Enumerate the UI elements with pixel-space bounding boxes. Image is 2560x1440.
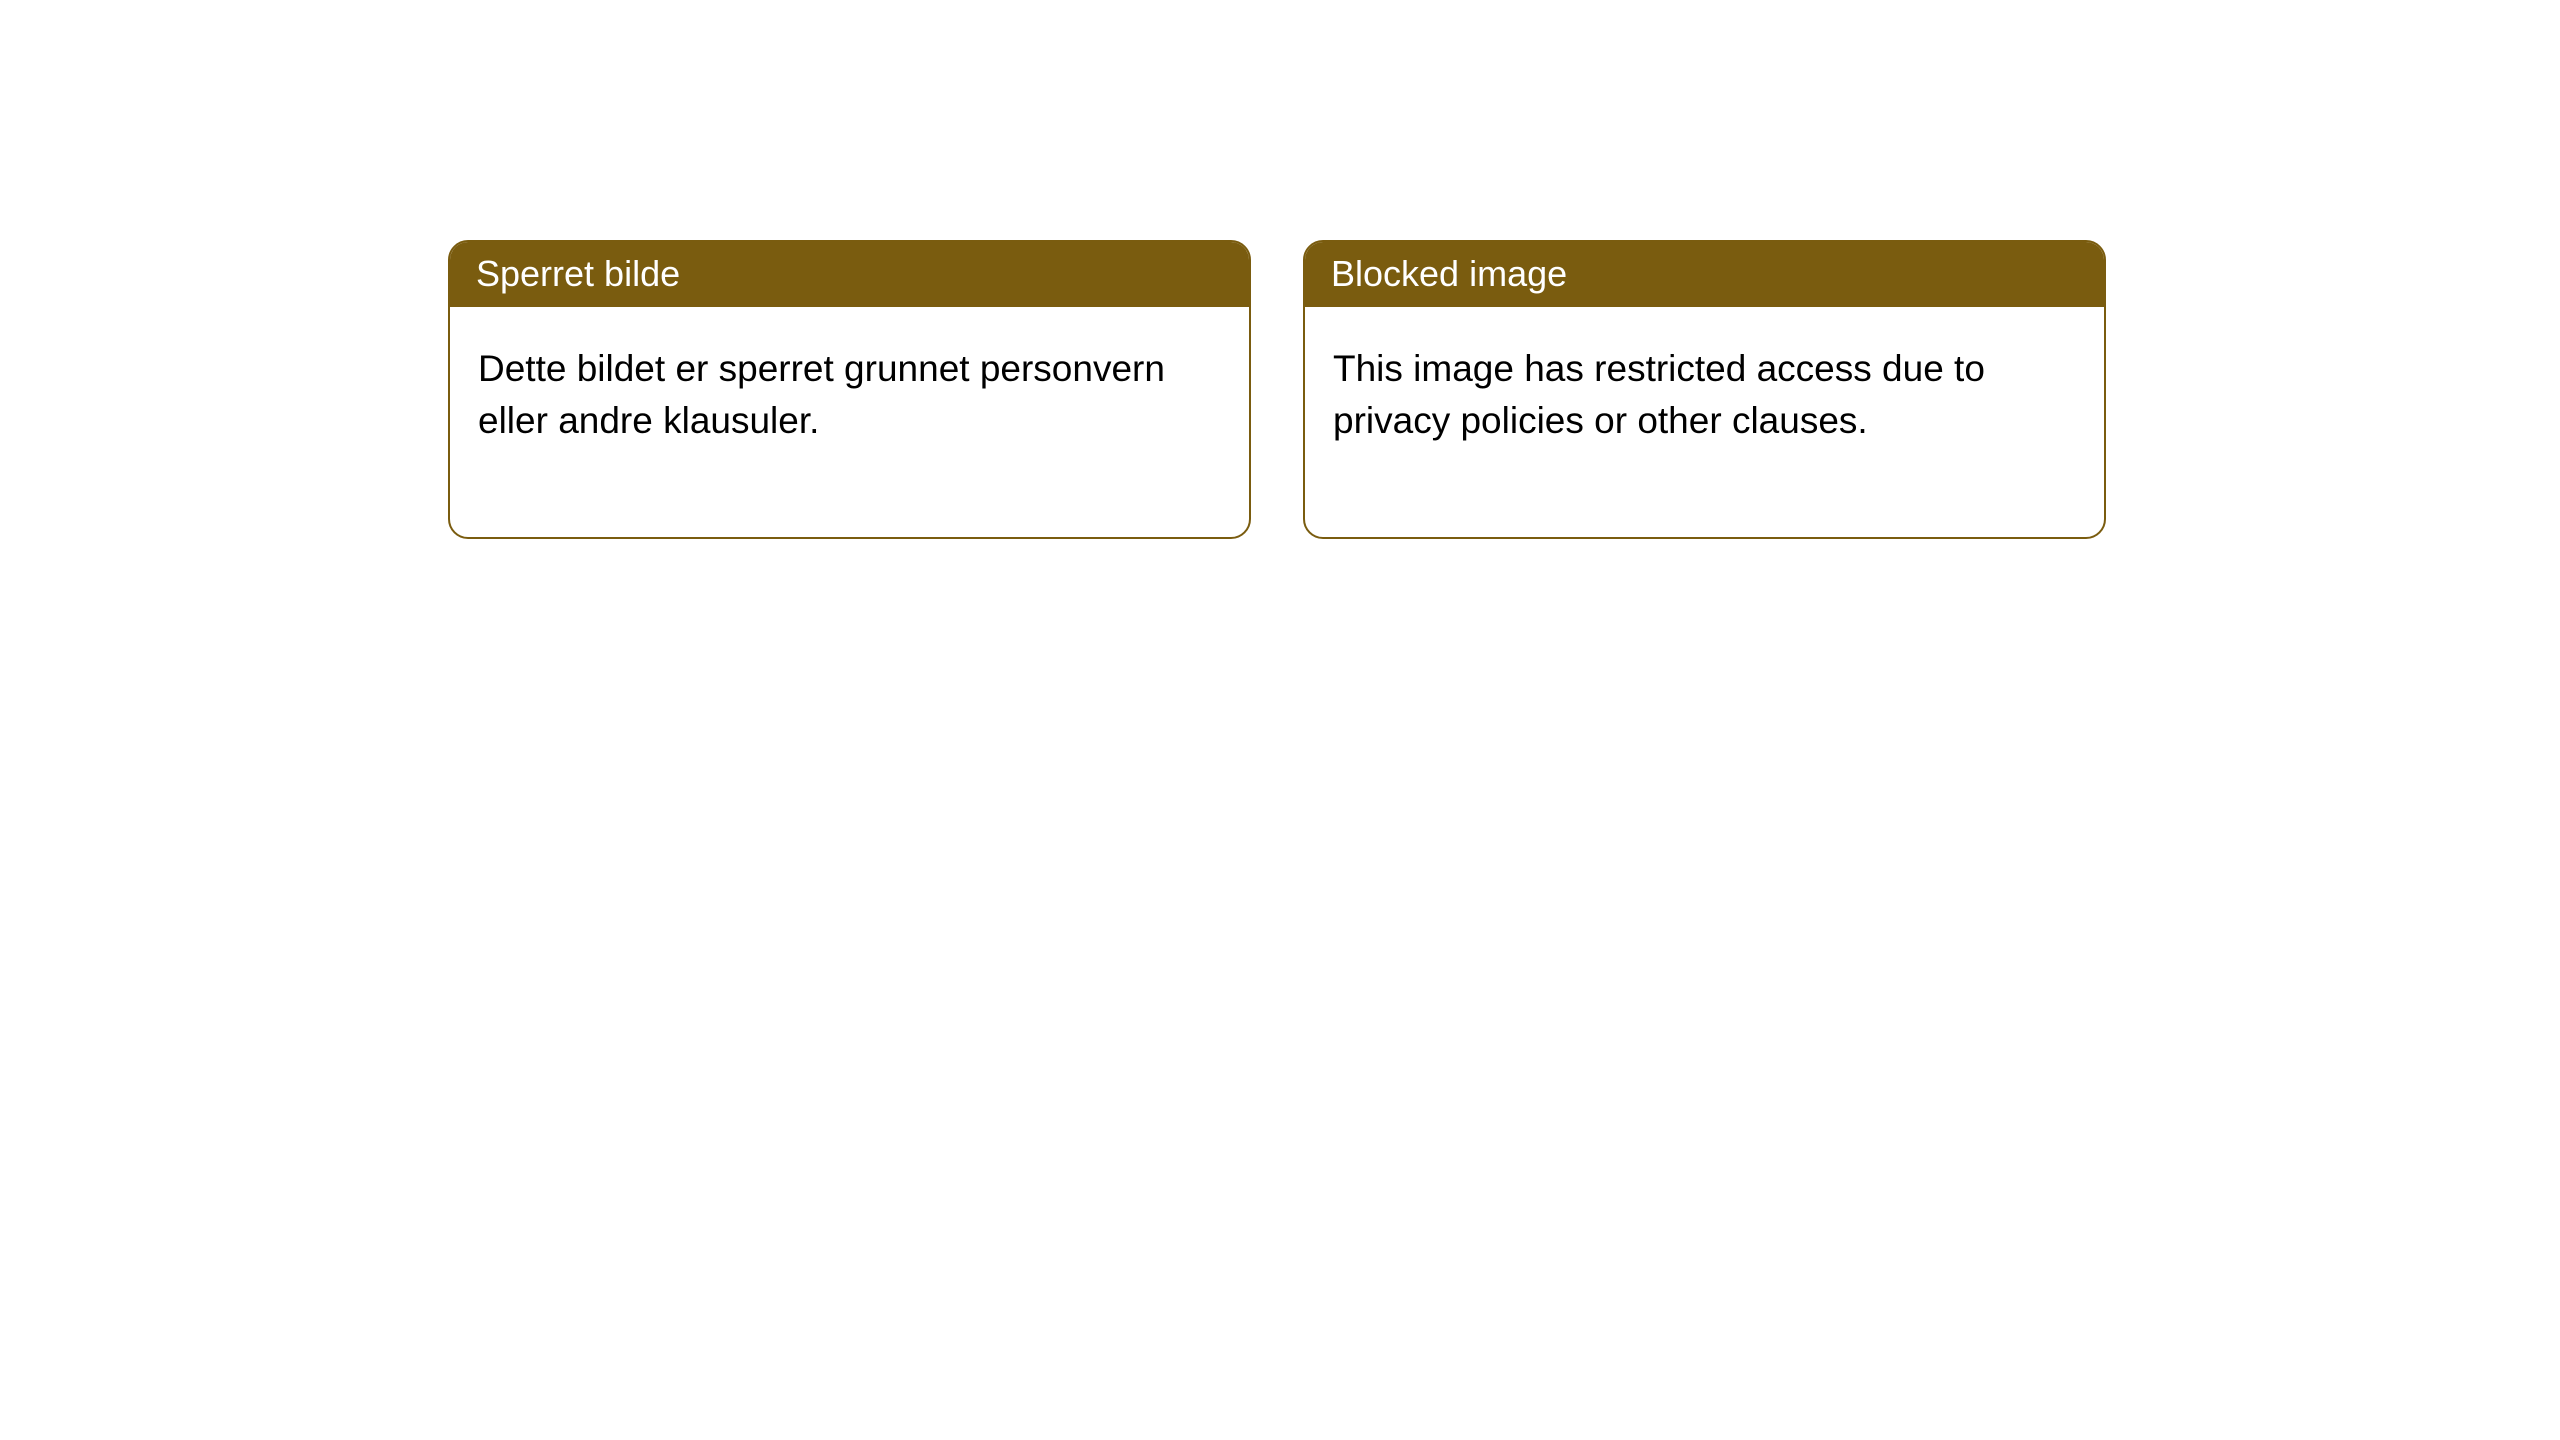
card-header-en: Blocked image [1305,242,2104,307]
card-header-no: Sperret bilde [450,242,1249,307]
blocked-image-card-no: Sperret bilde Dette bildet er sperret gr… [448,240,1251,539]
notice-cards-container: Sperret bilde Dette bildet er sperret gr… [0,0,2560,539]
card-body-en: This image has restricted access due to … [1305,307,2104,537]
card-body-no: Dette bildet er sperret grunnet personve… [450,307,1249,537]
blocked-image-card-en: Blocked image This image has restricted … [1303,240,2106,539]
